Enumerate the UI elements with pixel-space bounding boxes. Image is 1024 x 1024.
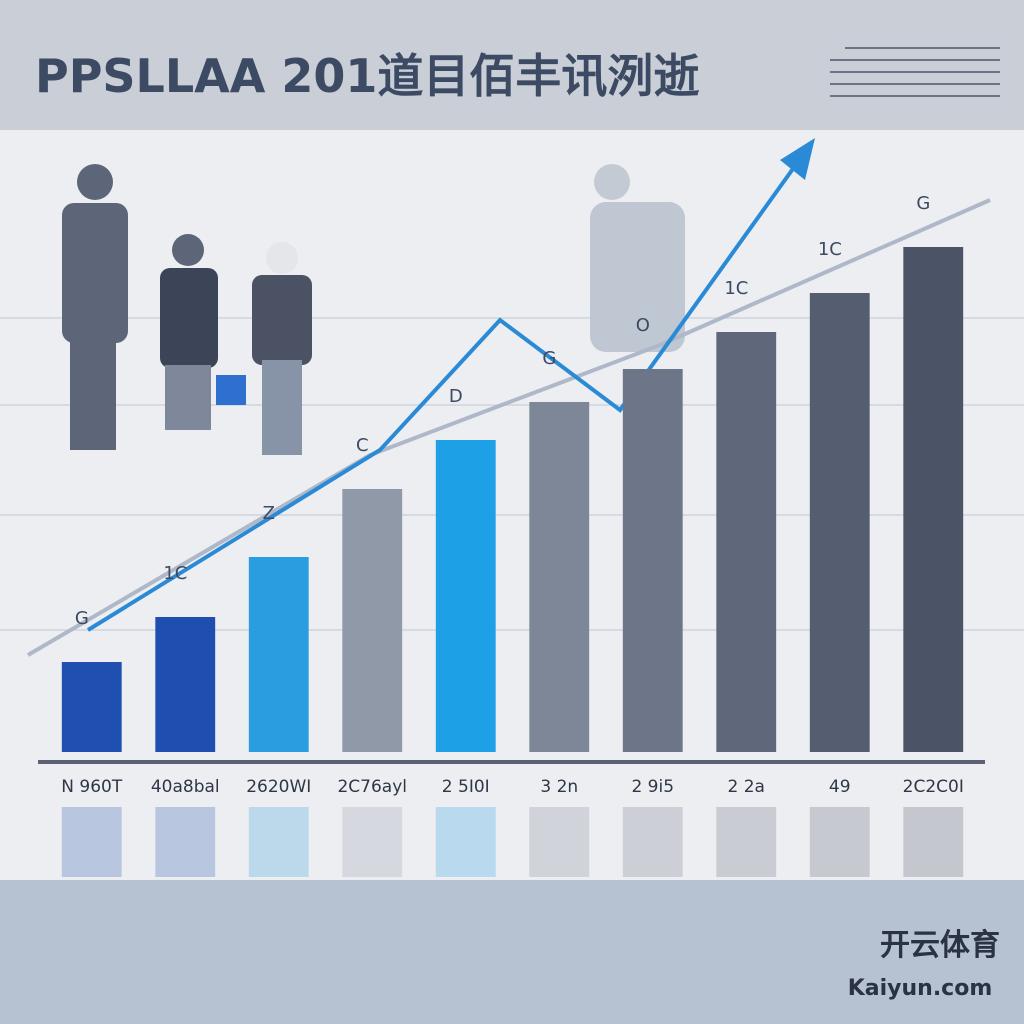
bar-reflection [61,807,122,877]
annotation: 1C [724,278,748,299]
bar-reflection [435,807,496,877]
annotation: 1C [163,563,187,584]
trend-line [26,198,991,657]
x-tick-label: N 960T [61,777,123,797]
annotation: O [636,315,650,336]
bar [61,662,122,752]
bar [809,293,870,752]
bar [529,402,590,752]
bar-reflection [529,807,590,877]
annotation: G [916,193,930,214]
arrow-head [780,138,815,180]
x-tick-label: 2620WI [246,777,311,797]
bar [435,440,496,752]
x-tick-label: 2C76ayl [337,777,407,797]
x-tick-label: 2 5I0I [442,777,490,797]
x-tick-label: 2 2a [728,777,765,797]
bar-reflection [155,807,216,877]
bar-reflection [716,807,777,877]
annotation: 1C [818,239,842,260]
chart-title: PPSLLAA 201道目佰丰讯洌逝 [35,49,699,103]
bar [155,617,216,752]
bar [342,489,403,752]
bar-reflection [342,807,403,877]
bar-reflection [622,807,683,877]
bar [248,557,309,752]
x-tick-label: 40a8bal [151,777,220,797]
bar [716,332,777,752]
watermark-name: 开云体育 [880,928,1000,963]
annotation: G [542,348,556,369]
annotation: C [356,435,369,456]
annotation: D [449,386,463,407]
watermark-url: Kaiyun.com [848,976,993,1001]
people [62,164,685,455]
bar-reflection [248,807,309,877]
x-tick-label: 2C2C0I [903,777,964,797]
bar-reflection [809,807,870,877]
annotation: Z [263,503,275,524]
annotation: G [75,608,89,629]
floor [0,880,1024,1024]
trend-arrow [86,143,812,632]
header-band [0,0,1024,130]
bar [903,247,964,752]
header-lines [830,47,1000,97]
bar-reflection [903,807,964,877]
x-tick-label: 49 [829,777,851,797]
bar [622,369,683,752]
x-tick-label: 2 9i5 [631,777,674,797]
x-tick-label: 3 2n [540,777,578,797]
